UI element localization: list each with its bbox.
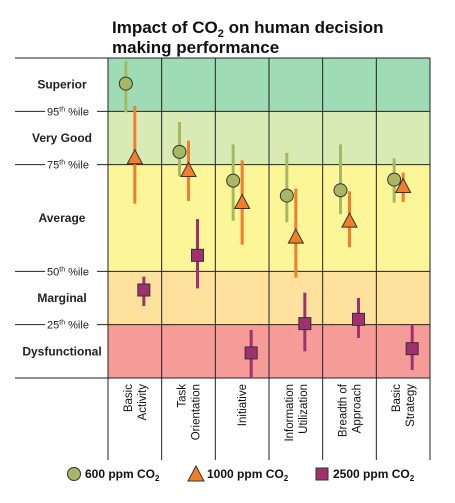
- category-label: Task: [177, 384, 189, 408]
- legend-square-icon: [315, 467, 329, 481]
- marker-2500ppm: [191, 248, 204, 262]
- legend-label: 2500 ppm CO2: [333, 467, 415, 483]
- category-label: Orientation: [191, 384, 203, 440]
- legend-triangle-icon: [187, 464, 205, 482]
- marker-1000ppm: [394, 177, 412, 193]
- marker-600ppm: [333, 183, 348, 198]
- marker-2500ppm: [405, 342, 419, 356]
- category-labels: Basic Activity Task Orientation Initiative In…: [123, 383, 417, 441]
- category-label: Basic: [391, 384, 403, 412]
- band-label-average: Average: [39, 211, 86, 225]
- marker-2500ppm: [137, 283, 151, 297]
- category-label: Utilization: [298, 384, 310, 434]
- marker-600ppm: [172, 144, 187, 159]
- chart-title-line-1: Impact of CO2 on human decision: [112, 18, 384, 40]
- category-label: Information: [284, 384, 296, 442]
- percentile-label-bg: [45, 157, 97, 172]
- band-label-very-good: Very Good: [32, 131, 92, 145]
- marker-2500ppm: [298, 317, 312, 331]
- legend-circle-icon: [67, 467, 81, 481]
- band-label-marginal: Marginal: [37, 291, 86, 305]
- percentile-label-95: 95th %ile: [47, 106, 89, 118]
- legend-label: 1000 ppm CO2: [207, 467, 289, 483]
- band-labels: Dysfunctional Marginal Average Very Good Sup…: [22, 78, 101, 359]
- percentile-label-75: 75th %ile: [47, 160, 89, 172]
- legend: 600 ppm CO2 1000 ppm CO2 2500 ppm CO2: [67, 464, 415, 483]
- percentile-ticks: 95th %ile 75th %ile 50th %ile 25th %ile: [45, 104, 97, 332]
- marker-600ppm: [118, 76, 133, 91]
- band-label-dysfunctional: Dysfunctional: [22, 344, 101, 358]
- marker-1000ppm: [126, 148, 144, 165]
- percentile-label-25: 25th %ile: [47, 320, 89, 332]
- legend-label: 600 ppm CO2: [85, 467, 160, 483]
- chart-title-line-2: making performance: [112, 38, 279, 57]
- percentile-label-bg: [45, 104, 97, 119]
- marker-1000ppm: [287, 228, 305, 244]
- category-label: Strategy: [405, 384, 417, 427]
- marker-600ppm: [279, 188, 294, 203]
- marker-2500ppm: [352, 312, 365, 326]
- category-label: Approach: [352, 384, 364, 433]
- data-markers: [118, 76, 419, 360]
- marker-600ppm: [226, 173, 241, 188]
- band-label-superior: Superior: [37, 78, 87, 92]
- marker-600ppm: [387, 172, 402, 187]
- marker-1000ppm: [233, 193, 251, 209]
- percentile-label-bg: [45, 264, 97, 279]
- marker-1000ppm: [180, 161, 197, 177]
- category-label: Activity: [137, 384, 149, 421]
- category-label: Basic: [123, 384, 135, 412]
- marker-1000ppm: [341, 212, 358, 228]
- percentile-label-bg: [45, 317, 97, 332]
- percentile-label-50: 50th %ile: [47, 266, 89, 278]
- marker-2500ppm: [244, 346, 258, 360]
- category-label: Breadth of: [338, 383, 350, 437]
- category-label: Initiative: [237, 384, 249, 426]
